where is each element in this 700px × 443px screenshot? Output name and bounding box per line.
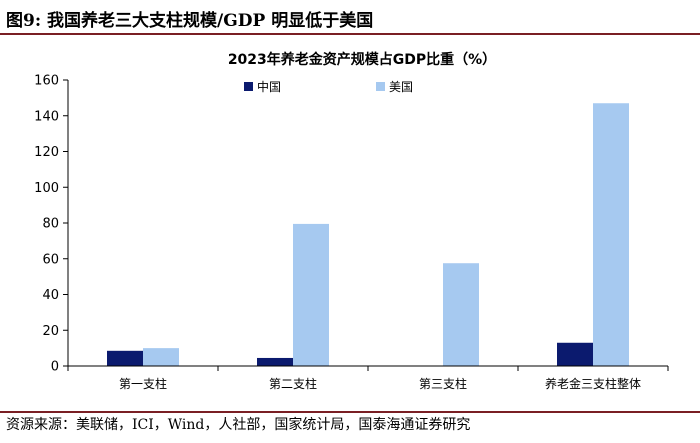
- footer-rule: [0, 411, 700, 413]
- bar-china: [557, 342, 593, 366]
- legend-label: 中国: [257, 79, 281, 94]
- x-category-label: 养老金三支柱整体: [545, 376, 641, 391]
- chart-title: 2023年养老金资产规模占GDP比重（%）: [228, 51, 496, 68]
- legend-swatch: [244, 82, 253, 91]
- y-tick-label: 120: [34, 145, 59, 160]
- bar-china: [107, 350, 143, 366]
- x-category-label: 第三支柱: [419, 376, 467, 391]
- figure-header: 图9: 我国养老三大支柱规模/GDP 明显低于美国: [0, 0, 700, 36]
- header-rule: [0, 33, 700, 35]
- y-tick-label: 60: [42, 252, 59, 267]
- y-tick-label: 20: [42, 324, 59, 339]
- x-category-label: 第一支柱: [119, 376, 167, 391]
- y-tick-label: 80: [42, 217, 59, 232]
- bar-usa: [593, 103, 629, 367]
- x-axis: 第一支柱 第二支柱 第三支柱 养老金三支柱整体: [67, 365, 669, 391]
- bar-china: [257, 357, 293, 366]
- y-tick-label: 100: [34, 181, 59, 196]
- y-tick-label: 0: [51, 360, 59, 375]
- y-axis: 0 20 40 60 80 100 120 140 160: [34, 74, 69, 375]
- bar-usa: [143, 348, 179, 366]
- bar-chart: 2023年养老金资产规模占GDP比重（%） 中国 美国 0 20 40 60 80 100 1…: [34, 51, 669, 391]
- legend-swatch: [376, 82, 385, 91]
- bars: [107, 103, 629, 367]
- y-tick-label: 40: [42, 288, 59, 303]
- figure-label: 图9:: [6, 11, 42, 31]
- y-tick-label: 160: [34, 74, 59, 89]
- legend: 中国 美国: [244, 79, 413, 94]
- legend-label: 美国: [389, 80, 413, 94]
- figure-title: 图9: 我国养老三大支柱规模/GDP 明显低于美国: [6, 6, 373, 31]
- y-tick-label: 140: [34, 109, 59, 124]
- source-note: 资源来源：美联储，ICI，Wind，人社部，国家统计局，国泰海通证券研究: [6, 417, 471, 433]
- bar-usa: [443, 263, 479, 366]
- bar-usa: [293, 223, 329, 366]
- figure-title-text: 我国养老三大支柱规模/GDP 明显低于美国: [47, 11, 374, 31]
- x-category-label: 第二支柱: [269, 376, 317, 391]
